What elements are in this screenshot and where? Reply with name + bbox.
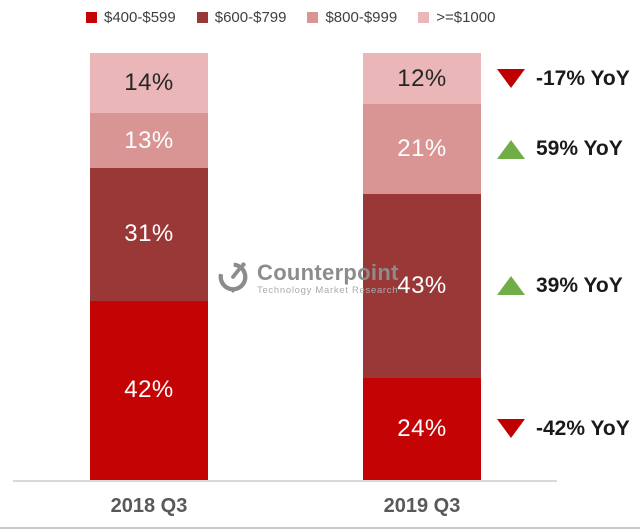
triangle-up-icon	[497, 276, 525, 296]
triangle-down-icon	[497, 69, 525, 89]
triangle-up-icon	[497, 139, 525, 159]
legend-item: $400-$599	[86, 9, 176, 26]
legend-item: >=$1000	[418, 9, 495, 26]
legend: $400-$599 $600-$799 $800-$999 >=$1000	[86, 9, 495, 26]
legend-label: $600-$799	[214, 9, 287, 26]
legend-swatch-icon	[307, 12, 319, 23]
bar-segment: 21%	[363, 104, 481, 194]
bottom-border	[0, 527, 640, 529]
bar-segment: 12%	[363, 53, 481, 105]
bar-segment: 43%	[363, 193, 481, 378]
bar-2019-q3: 12% 21% 43% 24%	[363, 53, 481, 480]
yoy-annotation: -17% YoY	[497, 67, 630, 91]
triangle-down-icon	[497, 419, 525, 439]
legend-label: $400-$599	[104, 9, 176, 26]
bar-segment: 14%	[90, 53, 208, 113]
category-label-2018-q3: 2018 Q3	[110, 495, 188, 517]
legend-swatch-icon	[86, 12, 97, 23]
category-label-2019-q3: 2019 Q3	[383, 495, 461, 517]
legend-label: $800-$999	[325, 9, 398, 26]
yoy-annotation-text: 39% YoY	[536, 273, 623, 297]
legend-label: >=$1000	[436, 9, 496, 26]
yoy-annotation-text: 59% YoY	[536, 137, 623, 161]
watermark-tagline: Technology Market Research	[257, 284, 399, 296]
legend-swatch-icon	[196, 12, 208, 23]
counterpoint-logo-icon	[216, 258, 250, 299]
counterpoint-watermark: Counterpoint Technology Market Research	[216, 258, 399, 299]
bar-segment: 42%	[90, 300, 208, 480]
x-axis-line	[13, 480, 557, 482]
watermark-brand: Counterpoint	[257, 260, 399, 286]
yoy-annotation-text: -42% YoY	[536, 416, 630, 440]
watermark-text: Counterpoint Technology Market Research	[257, 261, 399, 295]
bar-2018-q3: 14% 13% 31% 42%	[90, 53, 208, 480]
yoy-annotation: 59% YoY	[497, 137, 623, 161]
bar-segment: 13%	[90, 112, 208, 169]
bar-segment: 24%	[363, 377, 481, 480]
legend-item: $800-$999	[307, 9, 397, 26]
bar-segment: 31%	[90, 168, 208, 301]
yoy-annotation-text: -17% YoY	[536, 66, 630, 90]
legend-item: $600-$799	[196, 9, 287, 26]
yoy-annotation: 39% YoY	[497, 274, 623, 298]
legend-swatch-icon	[418, 12, 430, 23]
yoy-annotation: -42% YoY	[497, 417, 630, 441]
